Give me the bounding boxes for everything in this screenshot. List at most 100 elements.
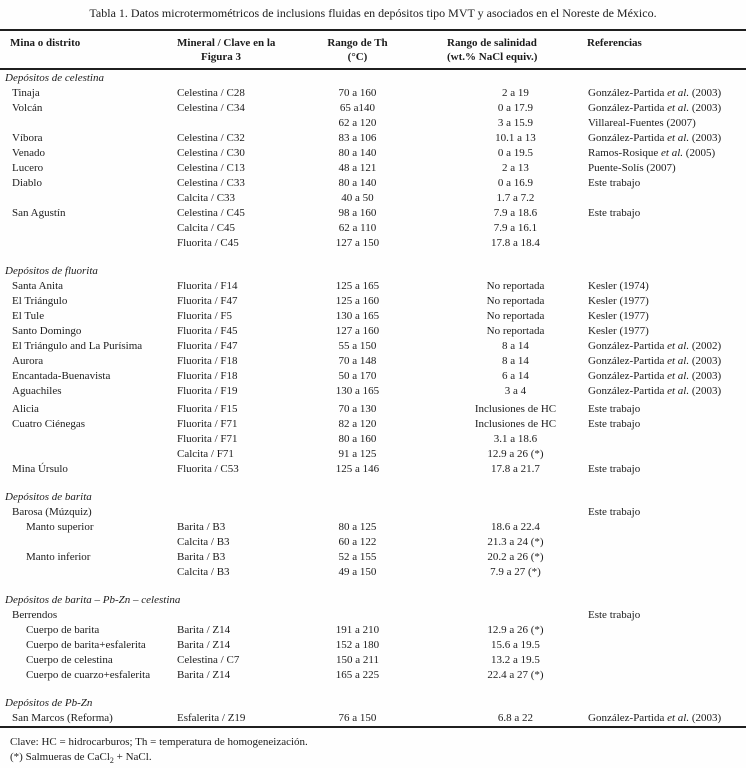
cell-th-range: 70 a 160 — [338, 87, 377, 99]
table-row: Volcán Celestina / C34 65 a140 0 a 17.9 Gonz… — [0, 101, 746, 116]
cell-salinity: No reportada — [486, 280, 545, 292]
reference-text: Este trabajo — [588, 418, 641, 430]
reference-text: González-Partida — [588, 355, 668, 367]
cell-mina: Cuerpo de cuarzo+esfalerita — [26, 669, 151, 681]
cell-mina — [0, 447, 170, 462]
cell-th-range — [295, 505, 420, 520]
reference-text: (2005) — [683, 147, 716, 159]
footnotes: Clave: HC = hidrocarburos; Th = temperat… — [0, 728, 746, 768]
reference-text: Villareal-Fuentes (2007) — [588, 117, 696, 129]
cell-mineral: Calcita / B3 — [177, 536, 230, 548]
cell-reference — [587, 623, 746, 638]
reference-text: (2002) — [689, 340, 722, 352]
cell-salinity: Inclusiones de HC — [474, 403, 557, 415]
cell-reference: Este trabajo — [587, 399, 746, 417]
cell-reference: Este trabajo — [587, 608, 746, 623]
cell-reference — [587, 638, 746, 653]
column-header-label: Rango de salinidad — [447, 37, 537, 49]
bottom-rule — [0, 726, 746, 728]
reference-text: González-Partida — [588, 385, 668, 397]
column-header-label: Rango de Th — [327, 37, 388, 49]
reference-etal: et al. — [667, 87, 690, 99]
cell-reference: González-Partida et al. (2003) — [587, 131, 746, 146]
cell-th-range: 80 a 160 — [338, 433, 377, 445]
cell-th-range: 125 a 146 — [335, 463, 380, 475]
cell-reference: Kesler (1974) — [587, 279, 746, 294]
reference-text: Puente-Solís (2007) — [588, 162, 676, 174]
cell-th-range: 55 a 150 — [338, 340, 377, 352]
header-row: Mina o distrito Mineral / Clave en la Fi… — [0, 31, 746, 70]
reference-etal: et al. — [667, 385, 690, 397]
data-table: Mina o distrito Mineral / Clave en la Fi… — [0, 31, 746, 726]
cell-reference — [587, 447, 746, 462]
table-body: Depósitos de celestina Tinaja Celestina / … — [0, 69, 746, 726]
cell-th-range: 125 a 160 — [335, 295, 380, 307]
cell-salinity — [420, 608, 587, 623]
table-row: Mina Úrsulo Fluorita / C53 125 a 146 17.8 a… — [0, 462, 746, 477]
reference-text: González-Partida — [588, 87, 668, 99]
cell-th-range: 70 a 148 — [338, 355, 377, 367]
cell-th-range: 125 a 165 — [335, 280, 380, 292]
cell-mineral: Celestina / C28 — [177, 87, 245, 99]
cell-salinity: 2 a 13 — [502, 162, 529, 174]
cell-th-range: 130 a 165 — [335, 385, 380, 397]
cell-reference: Villareal-Fuentes (2007) — [587, 116, 746, 131]
cell-th-range: 49 a 150 — [338, 566, 377, 578]
cell-reference: González-Partida et al. (2003) — [587, 86, 746, 101]
table-row: Aguachiles Fluorita / F19 130 a 165 3 a 4 Go… — [0, 384, 746, 399]
cell-mineral: Fluorita / F15 — [177, 403, 238, 415]
cell-mineral: Fluorita / F71 — [177, 433, 238, 445]
cell-reference: Puente-Solís (2007) — [587, 161, 746, 176]
cell-mineral: Barita / Z14 — [177, 639, 231, 651]
cell-salinity: 18.6 a 22.4 — [491, 521, 540, 533]
table-row: Calcita / F71 91 a 125 12.9 a 26 (*) — [0, 447, 746, 462]
cell-reference: Este trabajo — [587, 176, 746, 191]
table-row: Calcita / B3 60 a 122 21.3 a 24 (*) — [0, 535, 746, 550]
section-spacer-cell — [0, 251, 746, 263]
reference-etal: et al. — [661, 147, 684, 159]
reference-text: González-Partida — [588, 132, 668, 144]
cell-th-range: 48 a 121 — [338, 162, 377, 174]
cell-mineral: Barita / B3 — [177, 521, 226, 533]
table-row: Encantada-Buenavista Fluorita / F18 50 a 1… — [0, 369, 746, 384]
cell-reference — [587, 668, 746, 683]
section-header-row: Depósitos de Pb-Zn — [0, 695, 746, 711]
footnote-key: Clave: HC = hidrocarburos; Th = temperat… — [10, 736, 308, 748]
section-header: Depósitos de barita – Pb-Zn – celestina — [5, 594, 181, 606]
column-header-mineral: Mineral / Clave en la Figura 3 — [170, 31, 295, 70]
cell-mineral: Barita / Z14 — [177, 669, 231, 681]
cell-th-range: 91 a 125 — [338, 448, 377, 460]
cell-th-range: 150 a 211 — [336, 654, 379, 666]
reference-text: (2003) — [689, 132, 722, 144]
reference-etal: et al. — [667, 340, 690, 352]
cell-mina: Aguachiles — [12, 385, 62, 397]
cell-reference: González-Partida et al. (2002) — [587, 339, 746, 354]
cell-mineral: Fluorita / F45 — [177, 325, 238, 337]
cell-reference — [587, 520, 746, 535]
reference-text: Este trabajo — [588, 506, 641, 518]
cell-reference: Este trabajo — [587, 505, 746, 520]
reference-text: (2003) — [689, 385, 722, 397]
cell-mineral: Calcita / F71 — [177, 448, 234, 460]
column-header-label-line2: Figura 3 — [201, 51, 242, 63]
section-header-row: Depósitos de celestina — [0, 69, 746, 86]
cell-mina: Tinaja — [12, 87, 40, 99]
cell-th-range: 130 a 165 — [335, 310, 380, 322]
cell-salinity: 7.9 a 18.6 — [493, 207, 538, 219]
table-caption: Tabla 1. Datos microtermométricos de inc… — [89, 6, 657, 20]
cell-th-range: 127 a 160 — [335, 325, 380, 337]
cell-mineral: Fluorita / F18 — [177, 355, 238, 367]
cell-mineral — [170, 116, 295, 131]
cell-mineral: Fluorita / C45 — [177, 237, 239, 249]
cell-mina: Víbora — [12, 132, 43, 144]
reference-text: González-Partida — [588, 340, 668, 352]
cell-mineral: Fluorita / F71 — [177, 418, 238, 430]
cell-mina — [0, 432, 170, 447]
cell-th-range: 62 a 110 — [338, 222, 377, 234]
table-row: Cuerpo de barita Barita / Z14 191 a 210 12.… — [0, 623, 746, 638]
table-row: Cuatro Ciénegas Fluorita / F71 82 a 120 Inc… — [0, 417, 746, 432]
cell-mina — [0, 565, 170, 580]
reference-etal: et al. — [667, 102, 690, 114]
cell-salinity: 3.1 a 18.6 — [493, 433, 538, 445]
cell-salinity: 3 a 15.9 — [497, 117, 534, 129]
